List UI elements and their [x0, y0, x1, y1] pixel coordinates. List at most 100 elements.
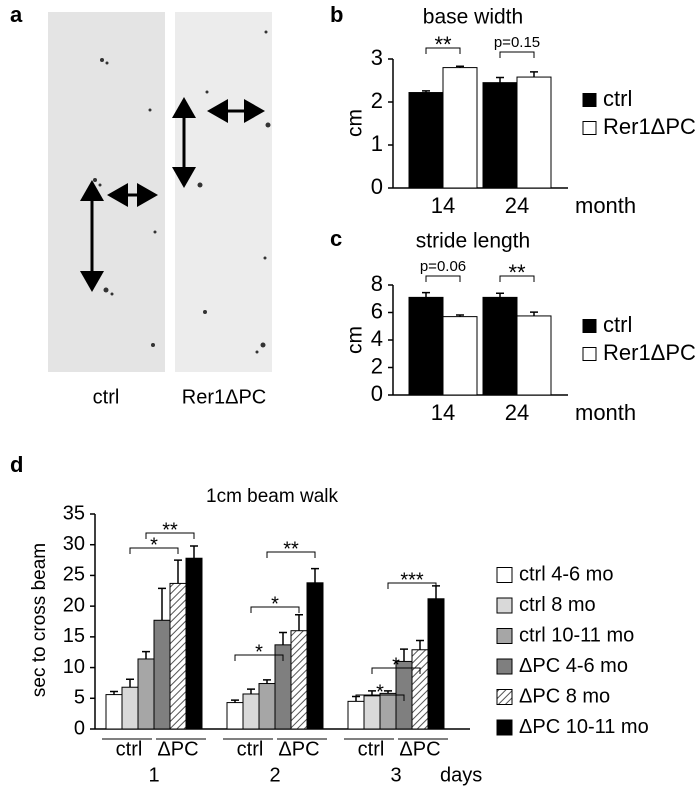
x-tick-label: 24 [505, 193, 529, 218]
bar [290, 630, 308, 730]
significance-bracket [355, 694, 405, 701]
annotation: * [271, 593, 279, 615]
significance-bracket [129, 547, 179, 554]
chart-title: 1cm beam walk [206, 486, 338, 507]
group-label: ΔPC [157, 738, 198, 760]
y-tick-label: 0 [74, 717, 85, 739]
group-label: ctrl [116, 738, 143, 760]
y-axis-label: cm [344, 109, 367, 137]
y-tick-label: 20 [63, 594, 85, 616]
significance-bracket [371, 667, 421, 674]
significance-bracket [499, 51, 535, 58]
image-label: ctrl [93, 386, 120, 408]
y-tick-label: 35 [63, 502, 85, 524]
annotation: ** [162, 519, 178, 541]
group-label: ΔPC [399, 738, 440, 760]
error-bar [416, 639, 424, 650]
x-axis-label: month [575, 400, 636, 425]
x-axis-label: month [575, 193, 636, 218]
error-bar [496, 76, 504, 83]
x-tick-label: 3 [390, 764, 401, 786]
significance-bracket [266, 551, 316, 558]
panel-label: a [10, 2, 23, 27]
error-bar [400, 648, 408, 662]
legend-swatch [582, 93, 597, 107]
error-bar [456, 314, 464, 317]
bar [226, 702, 244, 730]
legend-label: ΔPC 4-6 mo [519, 655, 628, 677]
significance-bracket [425, 275, 461, 282]
annotation: * [392, 654, 400, 676]
x-tick-label: 14 [431, 400, 455, 425]
annotation: ** [508, 260, 526, 285]
x-tick-label: 24 [505, 400, 529, 425]
y-tick-label: 30 [63, 533, 85, 555]
y-tick-label: 4 [371, 326, 383, 351]
bar [411, 649, 429, 730]
legend-swatch [496, 689, 513, 705]
panel-label: c [330, 226, 342, 251]
bar [258, 683, 276, 730]
panel-label: b [330, 2, 343, 27]
error-bar [496, 292, 504, 298]
error-bar [126, 678, 134, 688]
legend-swatch [496, 719, 513, 736]
bar [347, 700, 365, 730]
significance-bracket [425, 47, 461, 54]
y-tick-label: 8 [371, 271, 383, 296]
error-bar [384, 690, 392, 694]
y-tick-label: 2 [371, 88, 383, 113]
legend-label: ctrl 10-11 mo [519, 624, 634, 646]
bar [408, 92, 444, 189]
significance-bracket [250, 606, 300, 613]
error-bar [247, 688, 255, 694]
legend-swatch [582, 347, 597, 361]
bar [516, 315, 552, 396]
x-tick-label: 2 [269, 764, 280, 786]
bar [306, 582, 324, 730]
annotation: ** [283, 538, 299, 560]
error-bar [174, 559, 182, 584]
y-tick-label: 0 [371, 174, 383, 199]
y-axis-label: sec to cross beam [29, 543, 50, 697]
legend-label: ctrl 8 mo [519, 594, 596, 616]
x-axis-label: days [440, 764, 482, 786]
error-bar [422, 291, 430, 298]
annotation: * [376, 681, 384, 703]
y-tick-label: 1 [371, 131, 383, 156]
y-axis-label: cm [344, 326, 367, 354]
group-label: ctrl [237, 738, 264, 760]
bar [427, 598, 445, 730]
y-tick-label: 3 [371, 45, 383, 70]
error-bar [158, 587, 166, 621]
bar [516, 76, 552, 189]
error-bar [279, 631, 287, 645]
y-tick-label: 2 [371, 353, 383, 378]
legend-label: ctrl 4-6 mo [519, 563, 613, 585]
annotation: * [150, 534, 158, 556]
significance-bracket [387, 582, 437, 589]
panel-a: ctrl Rer1ΔPC [48, 12, 272, 408]
significance-bracket [234, 654, 284, 661]
significance-bracket [145, 532, 195, 539]
annotation: * [255, 641, 263, 663]
y-tick-label: 10 [63, 656, 85, 678]
bar [408, 296, 444, 396]
group-label: ctrl [358, 738, 385, 760]
legend-swatch [582, 121, 597, 135]
legend-label: ΔPC 8 mo [519, 685, 610, 707]
legend-label: ctrl [603, 86, 632, 111]
chart-title: stride length [416, 230, 530, 253]
bar [442, 67, 478, 189]
error-bar [295, 613, 303, 631]
bar [242, 693, 260, 730]
chart-title: base width [423, 6, 523, 29]
y-tick-label: 0 [371, 381, 383, 406]
y-tick-label: 5 [74, 687, 85, 709]
bar [137, 658, 155, 730]
legend-label: ctrl [603, 312, 632, 337]
error-bar [263, 679, 271, 684]
bar [482, 82, 518, 189]
annotation: p=0.15 [494, 34, 540, 51]
